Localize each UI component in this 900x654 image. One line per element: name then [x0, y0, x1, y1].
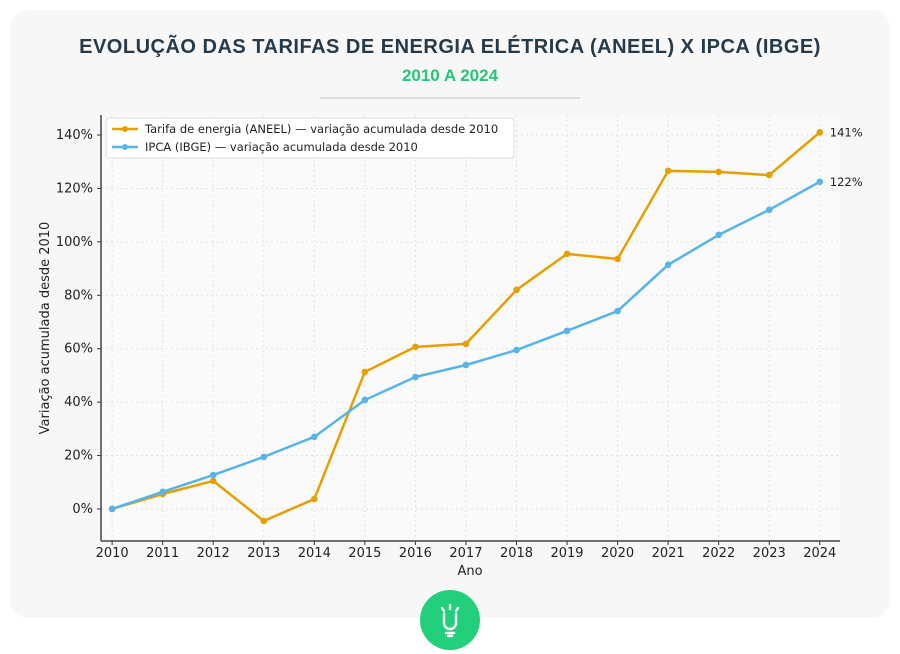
data-point [513, 286, 520, 294]
data-point [311, 495, 318, 503]
data-point [563, 327, 571, 335]
data-point [816, 129, 824, 136]
end-value-label: 122% [830, 175, 863, 189]
data-point [664, 167, 672, 175]
x-tick-label: 2012 [197, 546, 230, 561]
data-point [816, 178, 824, 186]
x-tick-label: 2022 [702, 546, 735, 561]
data-point [462, 340, 470, 348]
page-subtitle: 2010 A 2024 [401, 66, 499, 85]
x-tick-label: 2023 [753, 546, 786, 561]
data-point [209, 477, 217, 485]
data-point [361, 368, 369, 376]
x-axis-label: Ano [457, 564, 482, 579]
data-point [260, 453, 268, 461]
y-tick-label: 120% [56, 181, 93, 196]
x-tick-label: 2014 [298, 546, 331, 561]
x-tick-label: 2013 [247, 546, 280, 561]
y-axis-label: Variação acumulada desde 2010 [38, 222, 53, 435]
x-tick-label: 2016 [399, 546, 432, 561]
x-tick-label: 2011 [146, 546, 179, 561]
y-tick-label: 0% [72, 502, 93, 517]
y-tick-label: 40% [64, 395, 93, 410]
y-tick-label: 140% [56, 128, 93, 143]
axes: 0% 20% 40% 60% 80% 100% 120% 140% 2010 2011 2012 20… [56, 115, 840, 561]
data-point [311, 433, 318, 441]
data-point [159, 488, 166, 496]
legend: Tarifa de energia (ANEEL) — variação acu… [105, 117, 515, 159]
x-tick-label: 2021 [652, 546, 685, 561]
data-point [513, 346, 520, 354]
data-point [715, 231, 722, 239]
data-point [765, 206, 773, 214]
x-tick-label: 2017 [449, 546, 482, 561]
grid [101, 115, 840, 541]
data-point [563, 250, 571, 258]
data-point [260, 517, 268, 525]
x-tick-label: 2019 [550, 546, 583, 561]
end-value-label: 141% [830, 125, 863, 139]
y-tick-label: 80% [64, 288, 93, 303]
data-point [412, 373, 419, 381]
y-tick-label: 60% [64, 342, 93, 357]
series-group: 141% 122% [108, 125, 863, 525]
divider [320, 97, 580, 99]
data-point [715, 168, 722, 176]
data-point [209, 471, 217, 479]
y-tick-label: 100% [56, 235, 93, 250]
y-tick-label: 20% [64, 449, 93, 464]
x-tick-label: 2010 [96, 546, 129, 561]
x-tick-label: 2018 [500, 546, 533, 561]
data-point [412, 343, 419, 351]
x-tick-label: 2020 [601, 546, 634, 561]
data-point [361, 396, 369, 404]
legend-label-aneel: Tarifa de energia (ANEEL) — variação acu… [144, 122, 498, 136]
data-point [664, 261, 672, 269]
data-point [462, 361, 470, 369]
x-tick-label: 2015 [348, 546, 381, 561]
lightbulb-icon [440, 603, 460, 638]
data-point [614, 307, 621, 315]
legend-marker-aneel [122, 126, 128, 132]
x-tick-label: 2024 [803, 546, 836, 561]
legend-label-ipca: IPCA (IBGE) — variação acumulada desde 2… [145, 140, 418, 154]
data-point [765, 171, 773, 179]
data-point [614, 255, 621, 263]
logo [420, 590, 480, 650]
legend-marker-ipca [122, 144, 128, 150]
page-title: EVOLUÇÃO DAS TARIFAS DE ENERGIA ELÉTRICA… [79, 36, 821, 58]
data-point [108, 505, 116, 513]
